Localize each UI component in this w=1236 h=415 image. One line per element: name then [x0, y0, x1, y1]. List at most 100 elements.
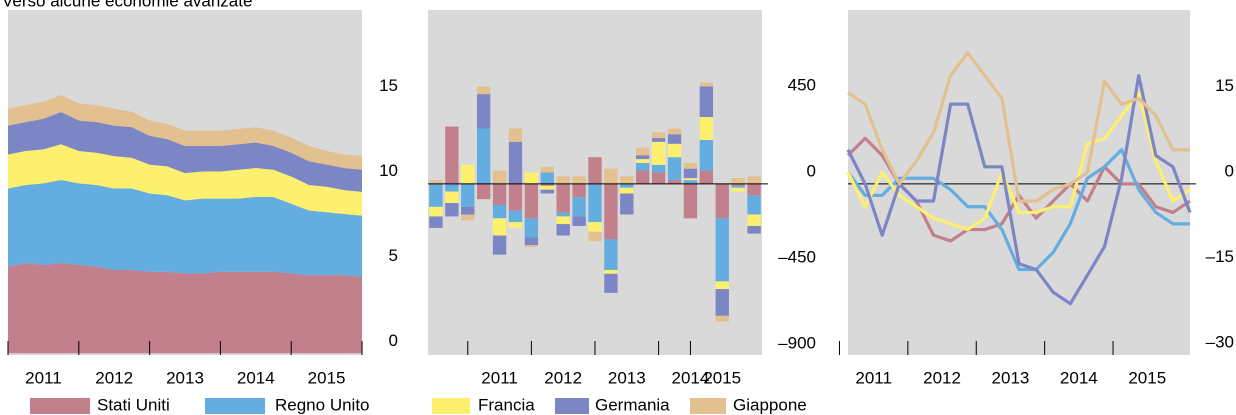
- bar: [461, 183, 475, 207]
- legend-label: Stati Uniti: [97, 395, 170, 414]
- bar: [620, 193, 634, 215]
- bar: [747, 195, 761, 215]
- line: [847, 51, 1190, 203]
- bar: [461, 164, 475, 184]
- bar: [476, 94, 491, 129]
- x-tick-label: 2013: [166, 368, 204, 387]
- bar: [604, 183, 618, 240]
- bar: [604, 168, 618, 184]
- y-tick-label: 0: [1225, 161, 1234, 180]
- x-tick-label: 2014: [237, 368, 275, 387]
- y-tick-label: –450: [778, 247, 816, 266]
- bar: [524, 237, 539, 246]
- bar: [572, 183, 586, 198]
- area: [8, 179, 362, 277]
- bar: [492, 235, 507, 255]
- y-tick-label: –30: [1206, 332, 1234, 351]
- x-tick-label: 2013: [608, 368, 646, 387]
- bar: [620, 176, 634, 184]
- bar: [445, 203, 459, 217]
- bar: [620, 183, 634, 188]
- area: [8, 144, 362, 216]
- legend-swatch: [30, 398, 90, 414]
- bar: [572, 216, 586, 226]
- bar: [540, 183, 554, 186]
- bar: [508, 141, 523, 184]
- x-tick-label: 2015: [703, 368, 741, 387]
- bar: [731, 187, 745, 192]
- area: [8, 111, 362, 192]
- y-tick-label: 450: [788, 75, 816, 94]
- bar: [492, 183, 507, 205]
- bar: [540, 185, 554, 190]
- bar: [731, 183, 745, 186]
- x-tick-label: 2012: [544, 368, 582, 387]
- bar: [588, 157, 602, 184]
- bar: [556, 183, 570, 213]
- bar: [508, 128, 523, 142]
- y-tick-label: 5: [389, 246, 398, 265]
- bar: [429, 180, 443, 184]
- x-tick-label: 2012: [95, 368, 133, 387]
- bar: [492, 218, 507, 236]
- x-tick-label: 2012: [923, 368, 961, 387]
- legend-swatch: [555, 398, 589, 414]
- bar: [715, 218, 729, 282]
- x-tick-label: 2014: [672, 368, 710, 387]
- legend-label: Regno Unito: [275, 395, 370, 414]
- bar: [445, 183, 459, 192]
- legend-label: Giappone: [733, 395, 807, 414]
- y-tick-label: –15: [1206, 247, 1234, 266]
- area: [8, 94, 362, 170]
- bar: [524, 218, 539, 238]
- bar: [524, 183, 539, 219]
- bar: [588, 183, 602, 223]
- legend-label: Germania: [595, 395, 670, 414]
- y-tick-label: –900: [778, 333, 816, 352]
- bar: [588, 231, 602, 242]
- chart-title: Verso alcune economie avanzate: [2, 0, 252, 10]
- bar: [715, 315, 729, 322]
- y-tick-label: 15: [379, 76, 398, 95]
- line: [846, 73, 1192, 306]
- bar: [476, 183, 491, 200]
- bar: [636, 162, 650, 171]
- bar: [667, 128, 682, 135]
- y-tick-label: 0: [807, 161, 816, 180]
- bar: [508, 183, 523, 211]
- bar: [556, 176, 570, 184]
- bar: [683, 180, 698, 184]
- bar: [683, 168, 698, 179]
- bar: [747, 176, 761, 184]
- bar: [492, 170, 507, 184]
- bar: [429, 206, 443, 217]
- bar: [715, 289, 729, 316]
- x-tick-label: 2015: [1128, 368, 1166, 387]
- bar: [747, 214, 761, 226]
- bar: [715, 281, 729, 290]
- bar: [461, 214, 475, 221]
- bar: [476, 128, 491, 184]
- bar: [445, 126, 459, 184]
- legend-label: Francia: [478, 395, 535, 414]
- x-tick-label: 2011: [855, 368, 892, 387]
- bar: [429, 183, 443, 207]
- bar: [620, 187, 634, 194]
- x-tick-label: 2011: [25, 368, 62, 387]
- bar: [429, 216, 443, 228]
- bar: [699, 82, 714, 87]
- bar: [540, 172, 554, 184]
- y-tick-label: 10: [379, 161, 398, 180]
- bar: [476, 86, 491, 95]
- bar: [651, 138, 666, 142]
- bar: [667, 157, 682, 181]
- bar: [651, 132, 666, 139]
- bar: [445, 191, 459, 204]
- bar: [572, 197, 586, 217]
- bar: [747, 183, 761, 196]
- bar: [556, 212, 570, 217]
- bar: [715, 183, 729, 219]
- bar: [524, 245, 539, 248]
